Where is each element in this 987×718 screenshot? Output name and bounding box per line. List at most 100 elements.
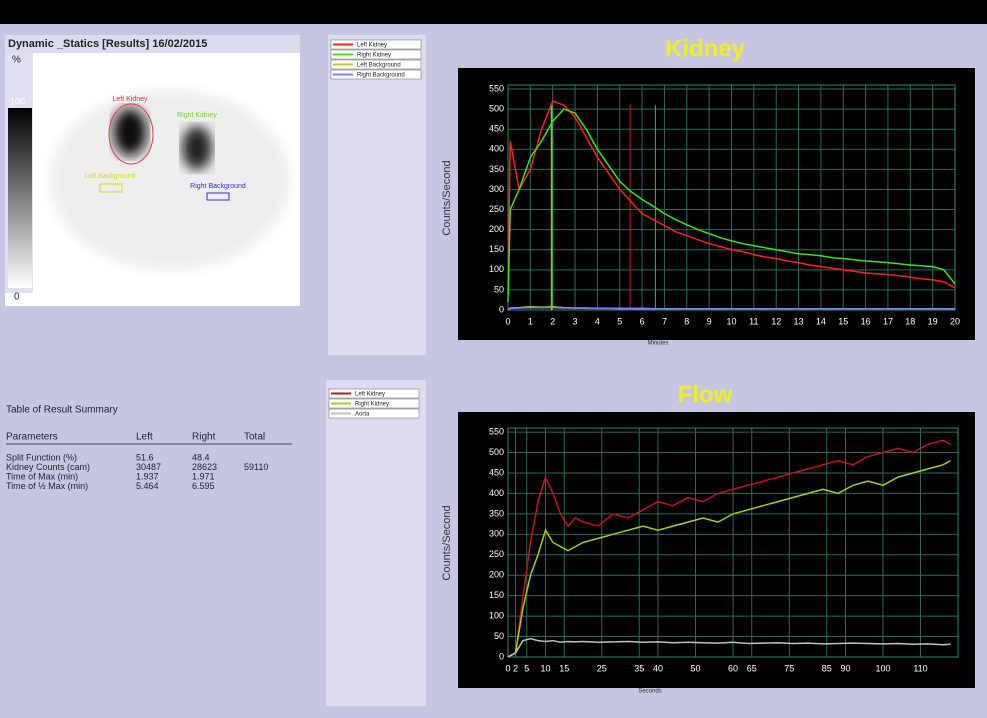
table-cell: 5.464 bbox=[136, 481, 159, 491]
window-title: Dynamic _Statics [Results] 16/02/2015 bbox=[8, 38, 207, 50]
roi-label: Right Kidney bbox=[177, 112, 217, 119]
y-tick-label: 100 bbox=[489, 264, 504, 274]
y-tick-label: 0 bbox=[499, 304, 504, 314]
x-tick-label: 11 bbox=[749, 316, 758, 326]
screen: Dynamic _Statics [Results] 16/02/2015 % … bbox=[0, 0, 987, 718]
x-axis-label: Seconds bbox=[638, 689, 661, 695]
x-tick-label: 14 bbox=[816, 316, 826, 326]
scale-unit: % bbox=[12, 55, 21, 66]
x-tick-label: 90 bbox=[840, 663, 850, 673]
y-tick-label: 250 bbox=[489, 204, 504, 214]
y-tick-label: 450 bbox=[489, 124, 504, 134]
x-tick-label: 20 bbox=[950, 316, 960, 326]
chart-box bbox=[458, 412, 975, 688]
legend-label: Aorta bbox=[355, 412, 370, 418]
table-cell: 1.937 bbox=[136, 471, 159, 481]
x-tick-label: 0 bbox=[505, 663, 510, 673]
table-cell: 28623 bbox=[192, 462, 217, 472]
x-tick-label: 13 bbox=[794, 316, 804, 326]
x-tick-label: 19 bbox=[928, 316, 938, 326]
x-tick-label: 6 bbox=[640, 316, 645, 326]
y-tick-label: 500 bbox=[489, 447, 504, 457]
x-tick-label: 1 bbox=[528, 316, 533, 326]
y-tick-label: 300 bbox=[489, 529, 504, 539]
x-tick-label: 75 bbox=[784, 663, 794, 673]
table-cell: Split Function (%) bbox=[6, 452, 77, 462]
table-cell: 30487 bbox=[136, 462, 161, 472]
right-kidney-image bbox=[182, 126, 212, 170]
y-tick-label: 350 bbox=[489, 508, 504, 518]
y-tick-label: 50 bbox=[494, 631, 504, 641]
y-tick-label: 250 bbox=[489, 549, 504, 559]
table-cell: 6.595 bbox=[192, 481, 215, 491]
x-tick-label: 100 bbox=[875, 663, 890, 673]
table-cell: Kidney Counts (cam) bbox=[6, 462, 90, 472]
x-tick-label: 85 bbox=[822, 663, 832, 673]
roi-label: Right Background bbox=[190, 183, 246, 190]
x-tick-label: 2 bbox=[550, 316, 555, 326]
y-axis-label: Counts/Second bbox=[441, 505, 453, 580]
x-tick-label: 2 bbox=[513, 663, 518, 673]
x-tick-label: 110 bbox=[913, 663, 927, 673]
x-tick-label: 7 bbox=[662, 316, 667, 326]
x-tick-label: 10 bbox=[540, 663, 550, 673]
x-tick-label: 16 bbox=[861, 316, 871, 326]
x-axis-label: Minutes bbox=[647, 341, 668, 347]
table-header: Right bbox=[192, 432, 216, 443]
table-header: Parameters bbox=[6, 432, 58, 443]
roi-label: Left Background bbox=[85, 173, 136, 180]
y-tick-label: 300 bbox=[489, 184, 504, 194]
x-tick-label: 25 bbox=[597, 663, 607, 673]
chart-title: Flow bbox=[678, 381, 733, 408]
chart-title: Kidney bbox=[665, 35, 746, 62]
legend-label: Right Kidney bbox=[355, 402, 389, 408]
x-tick-label: 18 bbox=[905, 316, 915, 326]
x-tick-label: 10 bbox=[726, 316, 736, 326]
body-shadow bbox=[50, 90, 290, 270]
x-tick-label: 5 bbox=[617, 316, 622, 326]
x-tick-label: 15 bbox=[559, 663, 569, 673]
table-header: Total bbox=[244, 432, 265, 443]
x-tick-label: 35 bbox=[634, 663, 644, 673]
x-tick-label: 8 bbox=[684, 316, 689, 326]
y-tick-label: 150 bbox=[489, 590, 504, 600]
x-tick-label: 4 bbox=[595, 316, 600, 326]
x-tick-label: 40 bbox=[653, 663, 663, 673]
y-tick-label: 400 bbox=[489, 488, 504, 498]
x-tick-label: 12 bbox=[771, 316, 781, 326]
x-tick-label: 3 bbox=[573, 316, 578, 326]
x-tick-label: 15 bbox=[838, 316, 848, 326]
table-cell: 51.6 bbox=[136, 452, 154, 462]
table-cell: 1.971 bbox=[192, 471, 215, 481]
y-tick-label: 550 bbox=[489, 426, 504, 436]
left-kidney-image bbox=[113, 108, 147, 156]
y-tick-label: 200 bbox=[489, 570, 504, 580]
legend-label: Left Kidney bbox=[357, 43, 387, 49]
legend-label: Left Background bbox=[357, 63, 401, 69]
table-cell: Time of Max (min) bbox=[6, 471, 78, 481]
table-cell: 48.4 bbox=[192, 452, 210, 462]
legend-label: Left Kidney bbox=[355, 392, 385, 398]
y-tick-label: 350 bbox=[489, 164, 504, 174]
x-tick-label: 50 bbox=[690, 663, 700, 673]
scale-min: 0 bbox=[14, 292, 20, 303]
page: { "window": {"title": "Dynamic _Statics … bbox=[0, 0, 987, 718]
legend-label: Right Background bbox=[357, 73, 405, 79]
x-tick-label: 5 bbox=[524, 663, 529, 673]
legend-panel-kidney bbox=[328, 35, 426, 355]
table-cell: 59110 bbox=[244, 462, 268, 472]
y-tick-label: 550 bbox=[489, 83, 504, 93]
x-tick-label: 60 bbox=[728, 663, 738, 673]
y-tick-label: 200 bbox=[489, 224, 504, 234]
table-cell: Time of ½ Max (min) bbox=[6, 481, 88, 491]
y-tick-label: 450 bbox=[489, 467, 504, 477]
scale-bar bbox=[8, 108, 32, 288]
y-tick-label: 0 bbox=[499, 651, 504, 661]
y-tick-label: 150 bbox=[489, 244, 504, 254]
x-tick-label: 17 bbox=[883, 316, 893, 326]
top-bar bbox=[0, 0, 987, 24]
table-title: Table of Result Summary bbox=[6, 405, 118, 416]
y-tick-label: 100 bbox=[489, 610, 504, 620]
roi-label: Left Kidney bbox=[112, 96, 148, 103]
table-header: Left bbox=[136, 432, 153, 443]
